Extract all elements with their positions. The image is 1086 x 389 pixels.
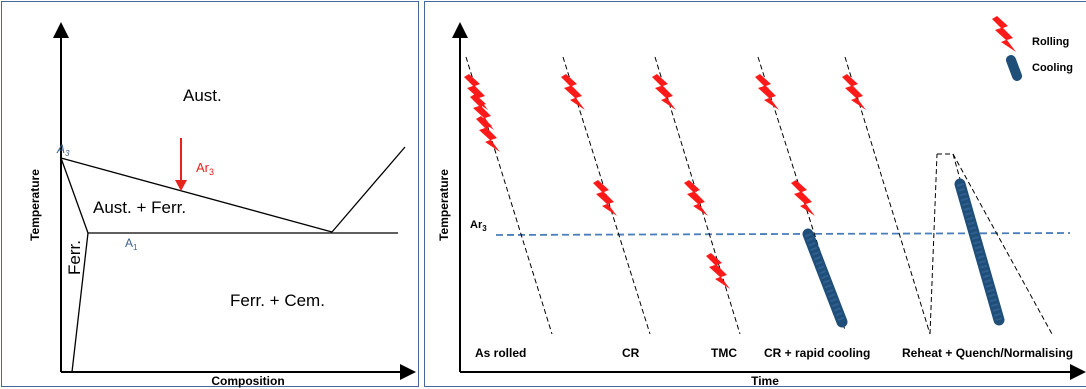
ar3-line-label: Ar3 [470, 219, 487, 233]
a3-to-a1-line [60, 157, 89, 234]
route-tmc [652, 56, 741, 335]
route-cr [561, 56, 651, 335]
route-cr-rapid-cooling [755, 56, 848, 331]
region-ferr-cem-label: Ferr. + Cem. [230, 291, 325, 310]
ar3-temperature-line [495, 232, 1071, 236]
rolling-icon [706, 253, 730, 289]
route-label-reheat-quench: Reheat + Quench/Normalising [902, 346, 1073, 360]
a3-label: A3 [56, 142, 70, 158]
route-label-cr-rapid-cooling: CR + rapid cooling [764, 346, 870, 360]
a3-boundary-line [60, 157, 333, 233]
ar3-marker-label: Ar3 [196, 160, 214, 177]
route-reheat-quench [842, 56, 1053, 335]
route-label-cr: CR [622, 346, 640, 360]
ar3-arrow-head [175, 180, 187, 191]
route-as-rolled [464, 56, 553, 335]
phase-x-axis-title: Composition [211, 374, 284, 388]
route-reheat-path-1 [844, 56, 931, 335]
cooling-bar-texture [804, 232, 846, 324]
region-aust-ferr-label: Aust. + Ferr. [93, 198, 186, 217]
rolling-icon [684, 180, 708, 216]
route-reheat-path-4 [952, 153, 1053, 335]
route-label-as-rolled: As rolled [475, 346, 526, 360]
legend-cooling-icon [1006, 55, 1022, 81]
process-x-axis-title: Time [751, 374, 779, 388]
legend-rolling-icon [992, 16, 1016, 52]
legend-cooling-label: Cooling [1032, 62, 1073, 74]
rolling-icon [593, 180, 617, 216]
region-austenite-label: Aust. [183, 86, 222, 105]
route-label-tmc: TMC [711, 346, 737, 360]
rolling-icon [476, 116, 500, 152]
legend: Rolling Cooling [992, 16, 1073, 81]
region-ferrite-label: Ferr. [65, 240, 84, 275]
rolling-icon [561, 74, 585, 110]
rolling-icon [755, 74, 779, 110]
route-reheat-path-2 [929, 153, 938, 335]
phase-diagram-panel [1, 1, 419, 387]
rolling-icon [791, 180, 815, 216]
rolling-icon [842, 74, 866, 110]
legend-rolling-label: Rolling [1032, 36, 1069, 48]
rolling-icon [652, 74, 676, 110]
process-diagram: Ar3 [437, 16, 1086, 388]
acm-boundary-line [331, 146, 406, 233]
phase-y-axis-title: Temperature [28, 169, 42, 241]
cooling-bar-texture [956, 183, 1003, 321]
process-y-axis-title: Temperature [437, 169, 451, 241]
phase-diagram: Aust. Aust. + Ferr. Ferr. + Cem. Ferr. A… [28, 22, 416, 388]
ferrite-solvus-line [71, 232, 89, 373]
a1-label: A1 [125, 236, 138, 252]
process-diagram-panel [424, 1, 1086, 387]
